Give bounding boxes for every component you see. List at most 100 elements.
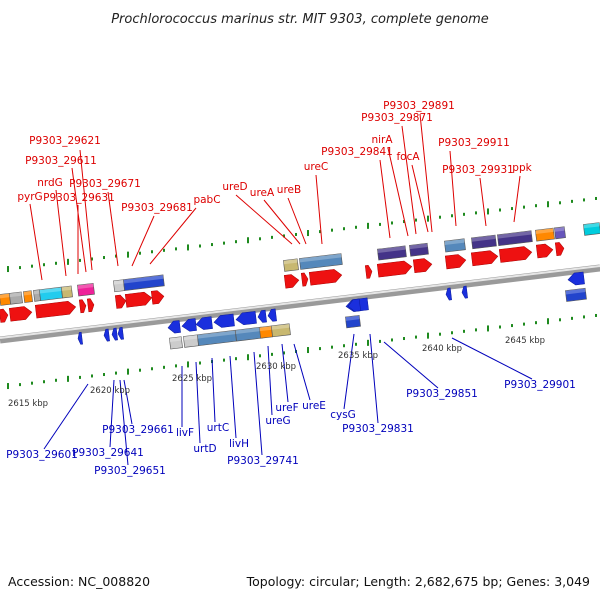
reverse-gene-label: P9303_29641 (72, 447, 144, 459)
forward-leader-line (479, 177, 487, 227)
reverse-gene-label: livH (229, 438, 249, 450)
forward-gene-label: pabC (193, 194, 220, 206)
forward-gene-label: nirA (371, 134, 393, 146)
forward-gene-arrow (300, 272, 309, 287)
upper-tick-row (7, 196, 597, 273)
gene-labels: P9303_29621 P9303_29611 nrdG pyrG P9303_2967… (6, 100, 576, 477)
gene-block (9, 291, 23, 305)
reverse-gene-arrow (195, 316, 213, 330)
reverse-gene-label: cysG (330, 409, 356, 421)
forward-gene-label: focA (396, 151, 420, 163)
gene-block (0, 293, 11, 306)
forward-gene-arrow (8, 306, 33, 322)
reverse-gene-arrow (117, 327, 124, 340)
reverse-leader-line (109, 379, 115, 448)
reverse-leader-line (253, 351, 263, 456)
reverse-gene-label: ureG (265, 415, 290, 427)
reverse-gene-label: ureF (275, 402, 298, 414)
forward-leader-line (131, 215, 155, 267)
forward-leader-line (29, 203, 43, 281)
gene-block (61, 285, 73, 299)
forward-gene-arrow (0, 308, 9, 323)
forward-gene-label: P9303_29631 (43, 192, 115, 204)
forward-leader-line (71, 167, 87, 273)
forward-leader-line (449, 150, 457, 227)
forward-gene-label: ureA (250, 187, 275, 199)
forward-gene-arrow (554, 242, 565, 257)
forward-gene-arrow (498, 246, 533, 263)
forward-leader-line (387, 147, 409, 237)
reverse-gene-arrow (181, 318, 197, 332)
reverse-leader-line (43, 383, 89, 450)
reverse-gene-arrow (111, 327, 118, 341)
gene-block (471, 234, 497, 250)
tick-marks (7, 196, 597, 390)
forward-leader-line (419, 113, 433, 233)
forward-gene-label: P9303_29611 (25, 155, 97, 167)
accession-text: Accession: NC_008820 (8, 574, 150, 589)
forward-leader-line (79, 149, 93, 271)
forward-leader-line (263, 199, 301, 245)
reverse-gene-label: urtD (193, 443, 216, 455)
reverse-leader-line (281, 343, 289, 403)
forward-gene-label: P9303_29871 (361, 112, 433, 124)
gene-block (77, 282, 95, 297)
gene-block (409, 242, 429, 257)
gene-block (113, 279, 125, 293)
gene-block (23, 290, 33, 303)
label-leader-lines (29, 113, 533, 466)
gene-features (0, 222, 600, 350)
forward-leader-line (235, 194, 293, 245)
genome-backbone (0, 264, 600, 344)
forward-gene-arrow (283, 274, 300, 289)
forward-leader-line (287, 197, 307, 245)
forward-gene-label: P9303_29621 (29, 135, 101, 147)
gene-block (299, 253, 343, 270)
forward-gene-label: pyrG (17, 191, 42, 203)
forward-gene-arrow (114, 294, 127, 309)
reverse-gene-label: P9303_29831 (342, 423, 414, 435)
forward-gene-arrow (444, 254, 467, 270)
reverse-leader-line (383, 341, 439, 389)
reverse-gene-arrow (267, 308, 277, 322)
reverse-leader-line (369, 333, 379, 424)
gene-block (345, 315, 361, 329)
map-title: Prochlorococcus marinus str. MIT 9303, c… (111, 12, 489, 27)
forward-gene-arrow (34, 301, 77, 319)
reverse-leader-line (293, 343, 311, 401)
reverse-leader-line (211, 357, 216, 423)
forward-gene-arrow (86, 298, 95, 313)
forward-leader-line (149, 207, 197, 265)
forward-gene-label: ppk (512, 162, 532, 174)
gene-block (583, 222, 600, 236)
forward-gene-label: P9303_29931 (442, 164, 514, 176)
forward-gene-label: ureB (277, 184, 301, 196)
gene-block (169, 336, 183, 350)
scale-labels: 2615 kbp 2620 kbp 2625 kbp 2630 kbp 2635 kbp… (8, 336, 545, 409)
gene-block (535, 227, 555, 242)
forward-gene-label: P9303_29891 (383, 100, 455, 112)
reverse-gene-label: livF (176, 427, 194, 439)
forward-leader-line (411, 164, 429, 233)
forward-leader-line (379, 159, 391, 239)
reverse-gene-arrow (235, 311, 257, 326)
forward-leader-line (107, 191, 119, 267)
reverse-leader-line (229, 355, 237, 439)
forward-gene-label: ureD (222, 181, 247, 193)
scale-label: 2635 kbp (338, 351, 378, 361)
forward-gene-label: P9303_29841 (321, 146, 393, 158)
forward-gene-label: P9303_29911 (438, 137, 510, 149)
forward-gene-arrow (364, 265, 373, 279)
gene-block (183, 334, 199, 348)
reverse-gene-label: P9303_29651 (94, 465, 166, 477)
forward-gene-arrow (535, 243, 554, 259)
reverse-gene-label: urtC (207, 422, 229, 434)
forward-gene-arrow (150, 290, 165, 305)
reverse-gene-arrow (77, 331, 83, 345)
reverse-gene-arrow (461, 285, 468, 299)
reverse-leader-line (343, 333, 355, 410)
forward-gene-arrow (308, 269, 343, 286)
scale-label: 2640 kbp (422, 344, 462, 354)
forward-gene-arrow (376, 260, 413, 278)
